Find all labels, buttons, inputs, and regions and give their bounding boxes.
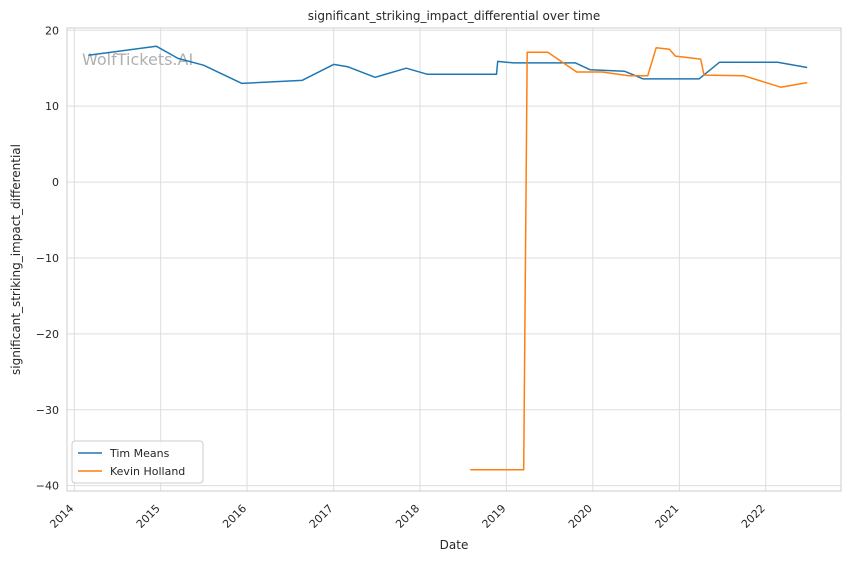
x-tick-label: 2022 xyxy=(739,502,768,531)
x-tick-label: 2015 xyxy=(134,502,163,531)
x-tick-label: 2018 xyxy=(393,502,422,531)
series-line xyxy=(470,46,808,471)
plot-area xyxy=(66,27,842,492)
y-tick-label: −40 xyxy=(36,480,59,493)
x-tick-label: 2019 xyxy=(480,502,509,531)
y-axis-label: significant_striking_impact_differential xyxy=(9,144,23,375)
x-tick-label: 2021 xyxy=(653,502,682,531)
grid xyxy=(67,28,841,491)
x-tick-label: 2014 xyxy=(47,502,76,531)
legend: Tim Means Kevin Holland xyxy=(71,440,204,484)
y-tick-label: −20 xyxy=(36,328,59,341)
legend-box xyxy=(71,440,204,484)
y-axis-ticks: 20 10 0 −10 −20 −30 −40 xyxy=(36,24,59,492)
y-tick-label: 20 xyxy=(45,24,59,37)
x-tick-label: 2020 xyxy=(566,502,595,531)
x-tick-label: 2016 xyxy=(220,502,249,531)
series-lines xyxy=(88,45,808,471)
chart-title: significant_striking_impact_differential… xyxy=(308,9,600,23)
legend-label: Tim Means xyxy=(109,447,170,460)
y-tick-label: −10 xyxy=(36,252,59,265)
y-tick-label: 10 xyxy=(45,100,59,113)
x-axis-label: Date xyxy=(440,538,469,552)
y-tick-label: −30 xyxy=(36,404,59,417)
watermark: WolfTickets.AI xyxy=(82,50,193,69)
y-tick-label: 0 xyxy=(52,176,59,189)
series-line xyxy=(88,45,808,85)
x-axis-ticks: 2014 2015 2016 2017 2018 2019 2020 2021 2022 xyxy=(47,502,767,531)
x-tick-label: 2017 xyxy=(307,502,336,531)
legend-label: Kevin Holland xyxy=(110,465,185,478)
